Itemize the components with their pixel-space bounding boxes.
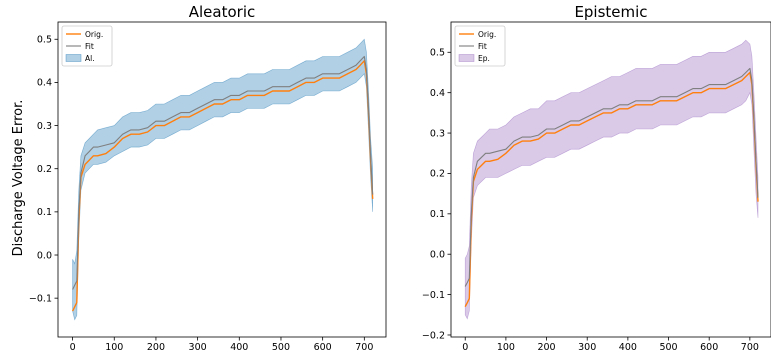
aleatoric-x-tick-label: 300 xyxy=(189,342,207,353)
aleatoric-x-tick-label: 0 xyxy=(70,342,76,353)
epistemic-y-tick-label: 0.2 xyxy=(430,169,445,180)
epistemic-orig-line xyxy=(464,71,759,308)
aleatoric-axes-frame xyxy=(57,21,387,338)
epistemic-axes-frame xyxy=(450,21,771,338)
epistemic-legend-label: Fit xyxy=(478,42,487,51)
aleatoric-uncertainty-band xyxy=(72,38,373,321)
aleatoric-x-tick-label: 600 xyxy=(314,342,332,353)
epistemic-y-tick-label: 0.0 xyxy=(430,250,445,261)
epistemic-legend-label: Ep. xyxy=(478,54,490,63)
epistemic-panel: 0 100 200 300 400 500 600 700 −0.2 −0.1 0.0 0.1 0.2 0… xyxy=(422,3,771,353)
epistemic-x-tick-label: 700 xyxy=(741,342,759,353)
epistemic-plot-area xyxy=(464,39,759,320)
epistemic-y-tick-label: 0.1 xyxy=(430,209,445,220)
epistemic-x-tick-label: 200 xyxy=(537,342,555,353)
epistemic-x-tick-label: 600 xyxy=(700,342,718,353)
aleatoric-legend-swatch xyxy=(65,54,82,62)
epistemic-x-tick-label: 100 xyxy=(497,342,515,353)
epistemic-x-tick-label: 300 xyxy=(578,342,596,353)
epistemic-legend-swatch xyxy=(458,54,475,62)
aleatoric-x-tick-label: 700 xyxy=(355,342,373,353)
epistemic-x-tick-label: 400 xyxy=(619,342,637,353)
epistemic-y-tick-label: 0.5 xyxy=(430,48,445,59)
aleatoric-y-tick-label: 0.1 xyxy=(37,207,52,218)
y-axis-label: Discharge Voltage Error. xyxy=(11,100,26,257)
epistemic-y-tick-label: −0.1 xyxy=(422,290,445,301)
aleatoric-x-tick-label: 100 xyxy=(105,342,123,353)
aleatoric-y-tick-label: 0.0 xyxy=(37,250,52,261)
aleatoric-y-tick-label: 0.4 xyxy=(37,78,52,89)
epistemic-legend-box xyxy=(454,25,506,67)
epistemic-x-tick-label: 500 xyxy=(659,342,677,353)
epistemic-uncertainty-band xyxy=(464,39,759,320)
aleatoric-x-tick-label: 200 xyxy=(147,342,165,353)
aleatoric-x-tick-label: 400 xyxy=(230,342,248,353)
epistemic-legend-label: Orig. xyxy=(478,30,496,39)
aleatoric-y-tick-label: 0.2 xyxy=(37,164,52,175)
epistemic-y-tick-label: 0.4 xyxy=(430,88,445,99)
aleatoric-y-tick-label: 0.5 xyxy=(37,35,52,46)
aleatoric-x-tick-label: 500 xyxy=(272,342,290,353)
epistemic-x-tick-label: 0 xyxy=(462,342,468,353)
epistemic-y-tick-label: −0.2 xyxy=(422,330,445,341)
aleatoric-plot-area xyxy=(71,38,374,321)
aleatoric-legend-label: Al. xyxy=(85,54,95,63)
aleatoric-legend-box xyxy=(61,25,113,67)
aleatoric-orig-line xyxy=(71,60,374,312)
epistemic-title: Epistemic xyxy=(574,3,647,21)
epistemic-y-tick-label: 0.3 xyxy=(430,128,445,139)
aleatoric-legend: Orig. Fit Al. xyxy=(61,25,113,67)
epistemic-fit-line xyxy=(464,67,759,287)
aleatoric-title: Aleatoric xyxy=(189,3,256,21)
aleatoric-legend-label: Orig. xyxy=(85,30,103,39)
aleatoric-y-tick-label: 0.3 xyxy=(37,121,52,132)
aleatoric-panel: 0 100 200 300 400 500 600 700 −0.1 0.0 0.1 0.2 0.3 0.… xyxy=(29,3,387,353)
aleatoric-legend-label: Fit xyxy=(85,42,94,51)
epistemic-legend: Orig. Fit Ep. xyxy=(454,25,506,67)
aleatoric-y-tick-label: −0.1 xyxy=(29,293,52,304)
aleatoric-fit-line xyxy=(72,55,374,290)
